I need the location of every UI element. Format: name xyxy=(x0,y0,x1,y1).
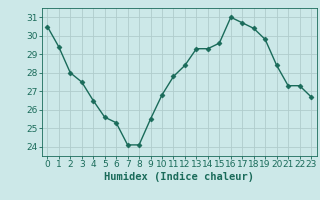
X-axis label: Humidex (Indice chaleur): Humidex (Indice chaleur) xyxy=(104,172,254,182)
